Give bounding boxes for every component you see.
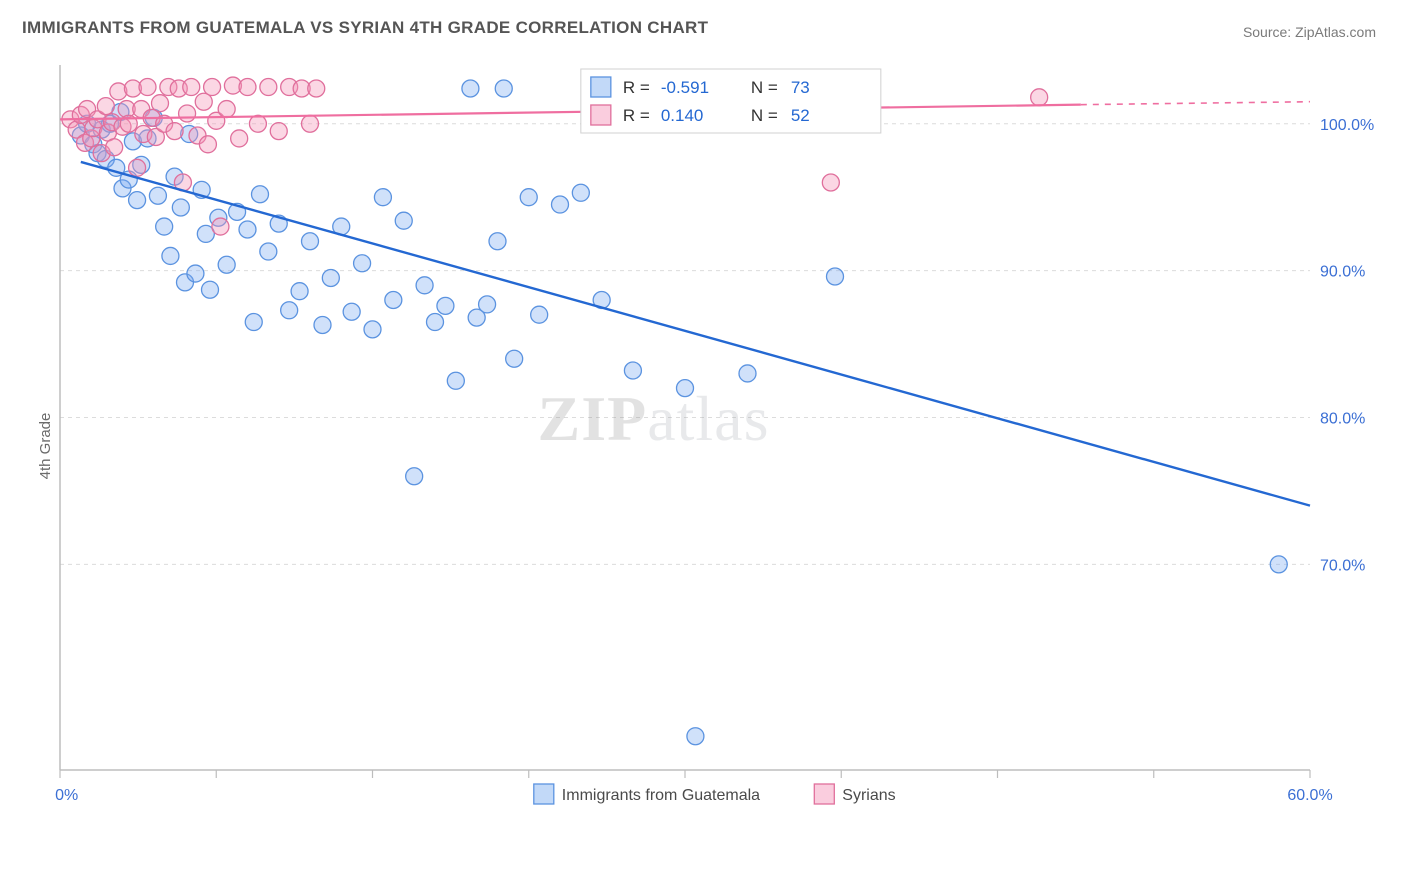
data-point	[437, 297, 454, 314]
svg-text:R =: R =	[623, 106, 650, 125]
legend-swatch	[591, 77, 611, 97]
data-point	[152, 95, 169, 112]
data-point	[822, 174, 839, 191]
svg-text:R =: R =	[623, 78, 650, 97]
data-point	[179, 105, 196, 122]
data-point	[343, 303, 360, 320]
data-point	[291, 283, 308, 300]
data-point	[374, 189, 391, 206]
data-point	[245, 314, 262, 331]
data-point	[260, 79, 277, 96]
svg-text:90.0%: 90.0%	[1320, 264, 1365, 281]
data-point	[447, 372, 464, 389]
data-point	[1031, 89, 1048, 106]
data-point	[270, 123, 287, 140]
data-point	[406, 468, 423, 485]
data-point	[495, 80, 512, 97]
data-point	[687, 728, 704, 745]
chart-title: IMMIGRANTS FROM GUATEMALA VS SYRIAN 4TH …	[22, 18, 708, 38]
legend-swatch	[814, 784, 834, 804]
data-point	[552, 196, 569, 213]
data-point	[462, 80, 479, 97]
data-point	[260, 243, 277, 260]
data-point	[427, 314, 444, 331]
data-point	[149, 187, 166, 204]
data-point	[202, 281, 219, 298]
legend-label: Immigrants from Guatemala	[562, 787, 760, 804]
legend-swatch	[591, 105, 611, 125]
data-point	[129, 192, 146, 209]
data-point	[204, 79, 221, 96]
data-point	[520, 189, 537, 206]
data-point	[139, 79, 156, 96]
data-point	[827, 268, 844, 285]
data-point	[183, 79, 200, 96]
data-point	[1270, 556, 1287, 573]
svg-text:73: 73	[791, 78, 810, 97]
svg-text:0.140: 0.140	[661, 106, 704, 125]
data-point	[239, 221, 256, 238]
y-axis-label: 4th Grade	[37, 413, 54, 480]
data-point	[187, 265, 204, 282]
data-point	[106, 139, 123, 156]
data-point	[231, 130, 248, 147]
svg-text:ZIPatlas: ZIPatlas	[538, 383, 770, 454]
data-point	[479, 296, 496, 313]
data-point	[302, 115, 319, 132]
data-point	[322, 269, 339, 286]
data-point	[97, 98, 114, 115]
scatter-chart: 70.0% 80.0% 90.0% 100.0% 0.0% 60.0% ZIPatlas R …	[55, 55, 1385, 825]
trend-line-pink	[60, 105, 1081, 120]
data-point	[624, 362, 641, 379]
svg-text:80.0%: 80.0%	[1320, 411, 1365, 428]
data-point	[302, 233, 319, 250]
svg-text:70.0%: 70.0%	[1320, 557, 1365, 574]
data-point	[395, 212, 412, 229]
data-point	[416, 277, 433, 294]
data-point	[199, 136, 216, 153]
data-point	[172, 199, 189, 216]
trend-line-blue	[81, 162, 1310, 506]
data-point	[364, 321, 381, 338]
data-point	[249, 115, 266, 132]
data-point	[156, 218, 173, 235]
data-point	[354, 255, 371, 272]
data-point	[677, 380, 694, 397]
data-point	[166, 123, 183, 140]
chart-area: 70.0% 80.0% 90.0% 100.0% 0.0% 60.0% ZIPatlas R …	[55, 55, 1385, 825]
svg-text:0.0%: 0.0%	[55, 787, 78, 804]
data-point	[252, 186, 269, 203]
data-point	[308, 80, 325, 97]
data-point	[239, 79, 256, 96]
svg-text:N =: N =	[751, 106, 778, 125]
source-credit: Source: ZipAtlas.com	[1243, 24, 1376, 40]
data-point	[739, 365, 756, 382]
svg-text:100.0%: 100.0%	[1320, 117, 1374, 134]
data-point	[281, 302, 298, 319]
data-point	[531, 306, 548, 323]
data-point	[506, 350, 523, 367]
trend-line-pink-extrapolated	[1081, 102, 1310, 105]
data-point	[218, 256, 235, 273]
svg-text:60.0%: 60.0%	[1287, 787, 1332, 804]
svg-text:N =: N =	[751, 78, 778, 97]
svg-text:-0.591: -0.591	[661, 78, 709, 97]
legend-swatch	[534, 784, 554, 804]
data-point	[314, 316, 331, 333]
legend-label: Syrians	[842, 787, 895, 804]
data-point	[572, 184, 589, 201]
data-point	[385, 292, 402, 309]
source-prefix: Source:	[1243, 24, 1295, 40]
data-point	[129, 159, 146, 176]
source-link[interactable]: ZipAtlas.com	[1295, 24, 1376, 40]
data-point	[218, 101, 235, 118]
data-point	[212, 218, 229, 235]
data-point	[489, 233, 506, 250]
svg-text:52: 52	[791, 106, 810, 125]
data-point	[162, 247, 179, 264]
